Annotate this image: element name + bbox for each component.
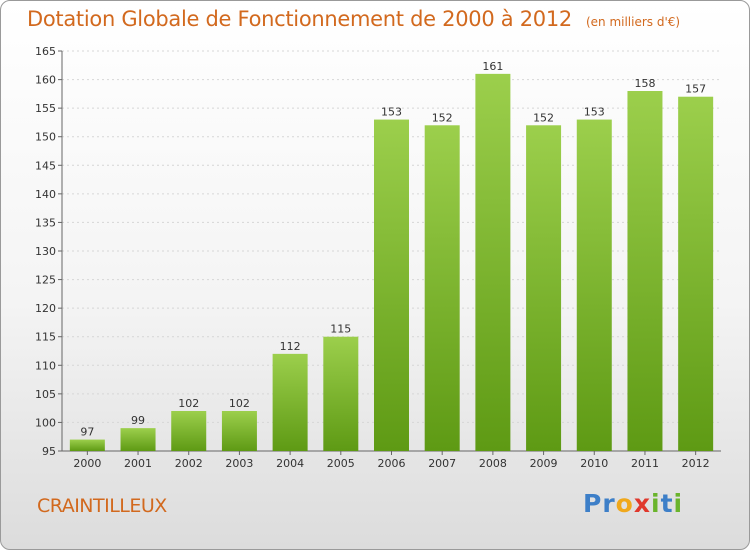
bar	[171, 411, 207, 451]
y-tick-label: 135	[35, 216, 56, 229]
y-tick-label: 145	[35, 159, 56, 172]
bar	[221, 411, 257, 451]
x-tick-label: 2009	[530, 457, 558, 470]
logo-letter: P	[583, 489, 603, 518]
bars	[69, 73, 714, 452]
bar	[678, 96, 714, 451]
value-label: 152	[432, 111, 453, 124]
y-tick-label: 95	[42, 445, 56, 458]
logo-letter: o	[615, 489, 634, 518]
value-label: 158	[634, 77, 655, 90]
x-tick-label: 2002	[175, 457, 203, 470]
value-label: 153	[584, 106, 605, 119]
logo-letter: r	[602, 489, 616, 518]
x-tick-label: 2005	[327, 457, 355, 470]
y-tick-label: 155	[35, 102, 56, 115]
bar	[475, 73, 511, 451]
y-tick-label: 125	[35, 274, 56, 287]
axes: 95 100 105 110 115 120 125 130 135 140 145 150 155 16…	[35, 45, 721, 470]
y-tick-label: 105	[35, 388, 56, 401]
commune-name: CRAINTILLEUX	[37, 495, 167, 517]
bar	[374, 119, 409, 452]
x-tick-label: 2004	[276, 457, 304, 470]
logo-letter: i	[673, 489, 684, 518]
bar	[272, 353, 308, 451]
y-tick-label: 130	[35, 245, 56, 258]
x-tick-label: 2010	[580, 457, 608, 470]
logo-letter: t	[660, 489, 674, 518]
value-label: 115	[330, 323, 351, 336]
value-label: 112	[280, 340, 301, 353]
x-tick-label: 2000	[73, 457, 101, 470]
chart-title: Dotation Globale de Fonctionnement de 20…	[27, 7, 680, 31]
value-label: 153	[381, 106, 402, 119]
x-tick-label: 2012	[682, 457, 710, 470]
value-label: 102	[229, 397, 250, 410]
y-tick-label: 120	[35, 302, 56, 315]
value-label: 157	[685, 83, 706, 96]
value-label: 161	[482, 60, 503, 73]
bar	[69, 439, 105, 451]
chart-title-text: Dotation Globale de Fonctionnement de 20…	[27, 7, 572, 31]
y-tick-label: 140	[35, 188, 56, 201]
value-label: 97	[80, 426, 94, 439]
logo-letter: i	[651, 489, 661, 518]
value-labels: 97 99 102 102 112 115 153 152 161 152 153 158 157	[80, 60, 706, 439]
value-label: 102	[178, 397, 199, 410]
proxiti-logo: Proxiti	[583, 489, 683, 518]
y-tick-label: 115	[35, 331, 56, 344]
y-tick-label: 150	[35, 131, 56, 144]
y-tick-label: 165	[35, 45, 56, 58]
bar	[627, 91, 663, 451]
y-tick-label: 110	[35, 359, 56, 372]
x-tick-label: 2006	[378, 457, 406, 470]
bar	[323, 336, 359, 451]
x-tick-label: 2007	[428, 457, 456, 470]
bar	[576, 119, 612, 452]
value-label: 152	[533, 111, 554, 124]
chart-subtitle: (en milliers d'€)	[585, 15, 681, 29]
bar	[120, 428, 156, 451]
bar	[424, 125, 460, 452]
value-label: 99	[131, 414, 145, 427]
logo-letter: x	[633, 489, 651, 518]
x-tick-label: 2011	[631, 457, 659, 470]
y-tick-label: 100	[35, 416, 56, 429]
y-tick-label: 160	[35, 74, 56, 87]
x-tick-label: 2008	[479, 457, 507, 470]
bar	[526, 125, 562, 452]
x-tick-label: 2003	[225, 457, 253, 470]
x-tick-label: 2001	[124, 457, 152, 470]
